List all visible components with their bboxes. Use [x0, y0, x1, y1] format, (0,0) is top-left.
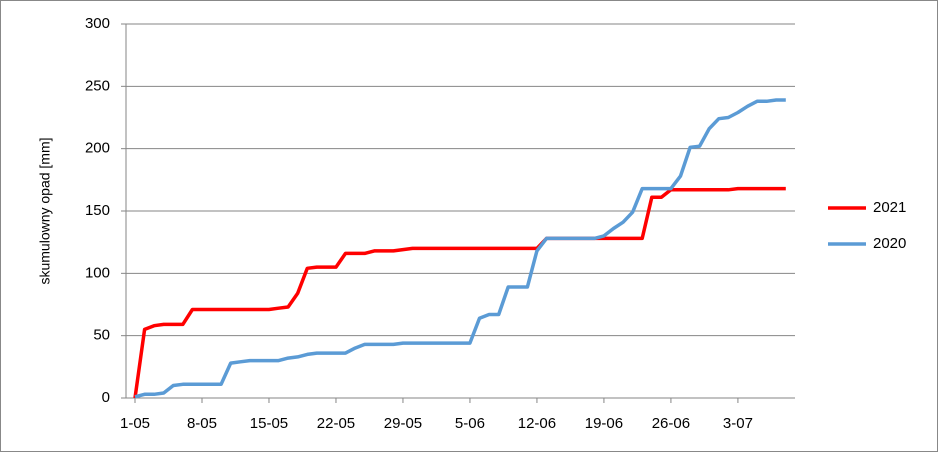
x-tick-label: 19-06	[585, 415, 623, 432]
x-tick-label: 26-06	[652, 415, 690, 432]
x-tick-label: 1-05	[120, 415, 150, 432]
y-tick-label: 100	[85, 264, 110, 281]
x-tick-label: 8-05	[187, 415, 217, 432]
x-tick-label: 22-05	[317, 415, 355, 432]
y-tick-label: 200	[85, 140, 110, 157]
x-tick-label: 15-05	[250, 415, 288, 432]
legend-label: 2021	[873, 199, 906, 216]
legend-label: 2020	[873, 235, 906, 252]
series-line	[134, 98, 786, 399]
y-tick-label: 300	[85, 15, 110, 32]
y-axis-label: skumulowny opad [mm]	[37, 137, 53, 284]
y-tick-label: 250	[85, 77, 110, 94]
x-tick-label: 29-05	[384, 415, 422, 432]
x-tick-label: 5-06	[455, 415, 485, 432]
series-line	[133, 186, 786, 399]
x-tick-label: 12-06	[518, 415, 556, 432]
y-tick-label: 0	[102, 389, 110, 406]
x-tick-label: 3-07	[723, 415, 753, 432]
y-tick-label: 50	[93, 327, 110, 344]
y-tick-label: 150	[85, 202, 110, 219]
